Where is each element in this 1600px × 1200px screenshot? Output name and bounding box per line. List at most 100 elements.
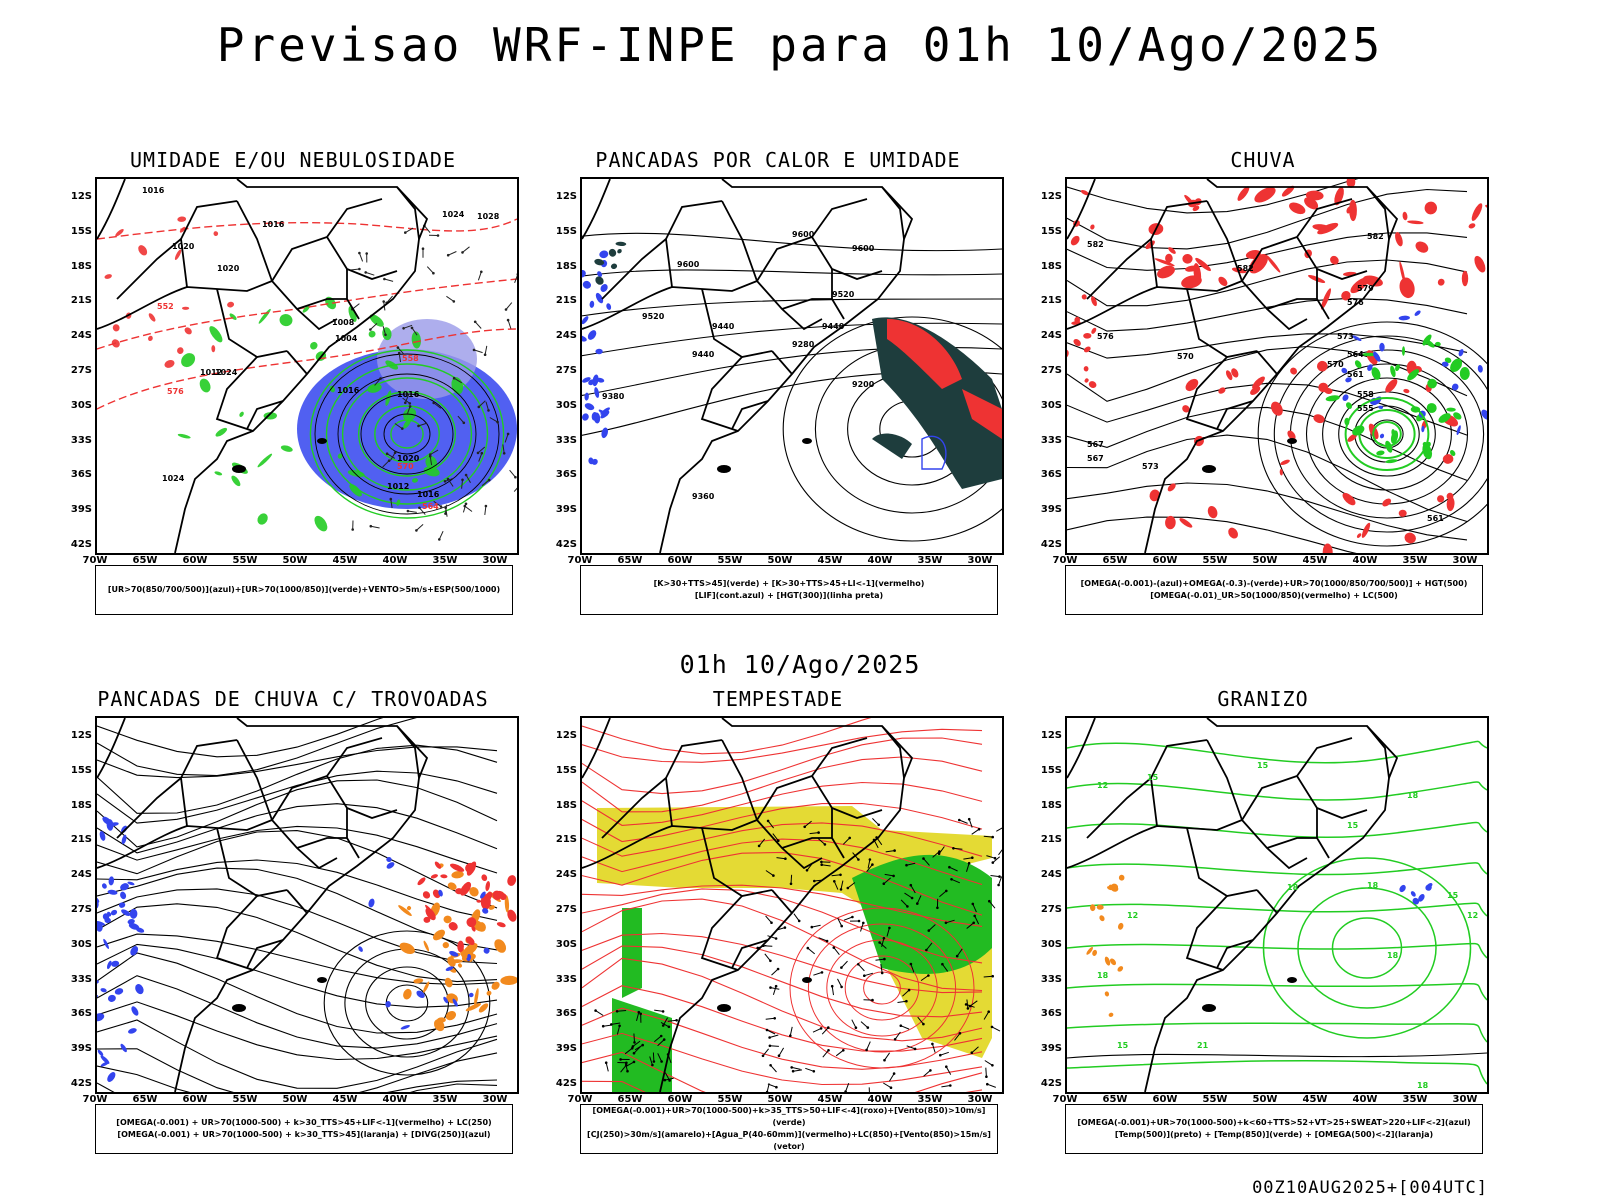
contour-label: 576	[1347, 298, 1364, 307]
contour-label: 9440	[712, 322, 735, 331]
lat-tick-label: 18S	[555, 260, 577, 272]
contour-label: 9600	[677, 260, 700, 269]
contour-label: 12	[1097, 781, 1108, 790]
legend-line: [OMEGA(-0.01)_UR>50(1000/850)(vermelho) …	[1150, 591, 1398, 600]
lon-tick-label: 70W	[82, 555, 108, 566]
panel-title: UMIDADE E/OU NEBULOSIDADE	[129, 148, 457, 172]
lon-tick-label: 40W	[867, 1094, 893, 1105]
lat-tick-label: 36S	[70, 469, 92, 481]
weather-map	[580, 716, 1004, 1094]
lon-tick-label: 65W	[1102, 555, 1128, 566]
lat-tick-label: 27S	[70, 904, 92, 915]
lat-tick-label: 15S	[70, 225, 92, 237]
contour-label: 21	[1197, 1041, 1209, 1050]
lon-tick-label: 45W	[1302, 555, 1328, 566]
lon-tick-label: 55W	[232, 555, 258, 566]
lat-tick-label: 18S	[1040, 260, 1062, 272]
legend-line: [OMEGA(-0.001) + UR>70(1000-500) + k>30_…	[117, 1130, 491, 1139]
contour-label: 9440	[692, 350, 715, 359]
contour-label: 576	[167, 387, 184, 396]
contour-label: 12	[1127, 911, 1138, 920]
contour-label: 15	[1117, 1041, 1129, 1050]
lat-tick-label: 42S	[70, 539, 92, 550]
lat-tick-label: 42S	[1040, 1078, 1062, 1089]
contour-label: 18	[1407, 791, 1419, 800]
contour-label: 555	[1357, 404, 1374, 413]
contour-label: 1016	[337, 386, 360, 395]
lon-tick-label: 50W	[282, 555, 308, 566]
contour-label: 567	[1087, 440, 1104, 449]
legend-line: [OMEGA(-0.001)+UR>70(1000-500)+k<60+TTS>…	[1077, 1118, 1471, 1127]
map-panel-umidade-e-ou-nebulosidade: UMIDADE E/OU NEBULOSIDADE 1016 1016 1020 102…	[58, 148, 528, 618]
lat-tick-label: 12S	[70, 730, 92, 741]
lon-tick-label: 30W	[1452, 1094, 1478, 1105]
map-panel-chuva: CHUVA 582 582 582 579 576 573 570 567 576 570 573 56…	[1028, 148, 1498, 618]
lat-tick-label: 15S	[70, 764, 92, 776]
contour-label: 9280	[792, 340, 815, 349]
lon-tick-label: 40W	[382, 555, 408, 566]
lat-tick-label: 42S	[555, 1078, 577, 1089]
lat-tick-label: 24S	[1040, 330, 1062, 342]
lat-tick-label: 15S	[555, 225, 577, 237]
lon-tick-label: 35W	[432, 1094, 458, 1105]
lat-tick-label: 21S	[555, 295, 577, 307]
lat-tick-label: 33S	[555, 434, 577, 446]
lon-tick-label: 55W	[717, 555, 743, 566]
lon-tick-label: 35W	[432, 555, 458, 566]
lat-tick-label: 27S	[1040, 365, 1062, 376]
lat-tick-label: 12S	[555, 730, 577, 741]
panel-title: PANCADAS DE CHUVA C/ TROVOADAS	[97, 687, 489, 711]
contour-label: 564	[422, 502, 439, 511]
lat-tick-label: 24S	[70, 330, 92, 342]
weather-map: 582 582 582 579 576 573 570 567 576 570 573 567 564 5…	[1065, 177, 1489, 555]
contour-label: 15	[1147, 773, 1159, 782]
contour-label: 9600	[852, 244, 875, 253]
map-legend: [K>30+TTS>45](verde) + [K>30+TTS>45+LI<-…	[580, 565, 998, 615]
contour-label: 582	[1087, 240, 1104, 249]
lat-tick-label: 21S	[1040, 834, 1062, 846]
lon-tick-label: 50W	[767, 1094, 793, 1105]
contour-label: 1016	[262, 220, 285, 229]
lat-tick-label: 30S	[70, 399, 92, 411]
lon-tick-label: 35W	[917, 1094, 943, 1105]
lat-tick-label: 33S	[1040, 973, 1062, 985]
legend-line: [CJ(250)>30m/s](amarelo)+[Agua_P(40-60mm…	[587, 1130, 991, 1151]
lat-tick-label: 27S	[555, 365, 577, 376]
contour-label: 1028	[477, 212, 500, 221]
forecast-title: Previsao WRF-INPE para 01h 10/Ago/2025	[216, 18, 1384, 72]
lat-tick-label: 36S	[1040, 469, 1062, 481]
contour-label: 18	[1287, 883, 1299, 892]
contour-label: 561	[1427, 514, 1444, 523]
lat-tick-label: 42S	[555, 539, 577, 550]
lat-tick-label: 18S	[1040, 799, 1062, 811]
lat-tick-label: 21S	[555, 834, 577, 846]
lat-tick-label: 12S	[1040, 191, 1062, 202]
lon-tick-label: 30W	[967, 555, 993, 566]
lat-tick-label: 21S	[1040, 295, 1062, 307]
lat-tick-label: 21S	[70, 834, 92, 846]
lat-tick-label: 30S	[1040, 399, 1062, 411]
legend-line: [K>30+TTS>45](verde) + [K>30+TTS>45+LI<-…	[653, 579, 925, 588]
lon-tick-label: 50W	[767, 555, 793, 566]
lon-tick-label: 70W	[567, 1094, 593, 1105]
contour-label: 1024	[162, 474, 185, 483]
panel-title: CHUVA	[1230, 148, 1296, 172]
contour-label: 18	[1097, 971, 1109, 980]
contour-label: 1024	[442, 210, 465, 219]
lon-tick-label: 60W	[1152, 555, 1178, 566]
lon-tick-label: 45W	[817, 555, 843, 566]
lat-tick-label: 39S	[70, 1043, 92, 1055]
lat-tick-label: 12S	[1040, 730, 1062, 741]
lon-tick-label: 65W	[132, 555, 158, 566]
lat-tick-label: 15S	[555, 764, 577, 776]
lat-tick-label: 33S	[70, 973, 92, 985]
lon-tick-label: 70W	[82, 1094, 108, 1105]
contour-label: 570	[1177, 352, 1194, 361]
weather-map	[95, 716, 519, 1094]
contour-label: 573	[1337, 332, 1354, 341]
lon-tick-label: 60W	[182, 555, 208, 566]
contour-label: 9600	[792, 230, 815, 239]
map-legend: [OMEGA(-0.001)-(azul)+OMEGA(-0.3)-(verde…	[1065, 565, 1483, 615]
legend-line: [LIF](cont.azul) + [HGT(300)](linha pret…	[694, 591, 884, 600]
map-legend: [UR>70(850/700/500)](azul)+[UR>70(1000/8…	[95, 565, 513, 615]
